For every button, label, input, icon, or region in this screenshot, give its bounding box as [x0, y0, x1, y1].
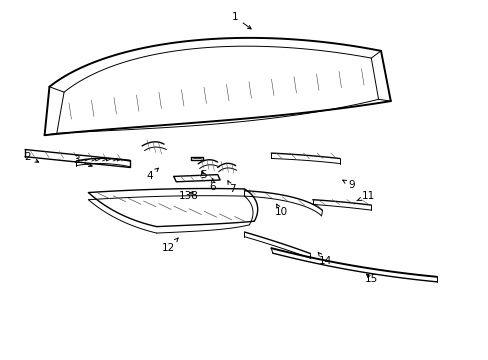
Text: 3: 3 [73, 155, 92, 167]
Text: 10: 10 [274, 204, 287, 217]
Text: 11: 11 [356, 191, 375, 201]
Text: 138: 138 [178, 191, 198, 201]
Text: 6: 6 [209, 179, 216, 192]
Text: 15: 15 [364, 274, 377, 284]
Text: 2: 2 [24, 152, 39, 162]
Text: 9: 9 [342, 180, 354, 190]
Text: 4: 4 [146, 168, 158, 181]
Text: 14: 14 [318, 252, 331, 266]
Text: 12: 12 [162, 238, 178, 253]
Text: 5: 5 [199, 170, 206, 180]
Text: 1: 1 [231, 12, 251, 29]
Text: 7: 7 [227, 181, 235, 194]
